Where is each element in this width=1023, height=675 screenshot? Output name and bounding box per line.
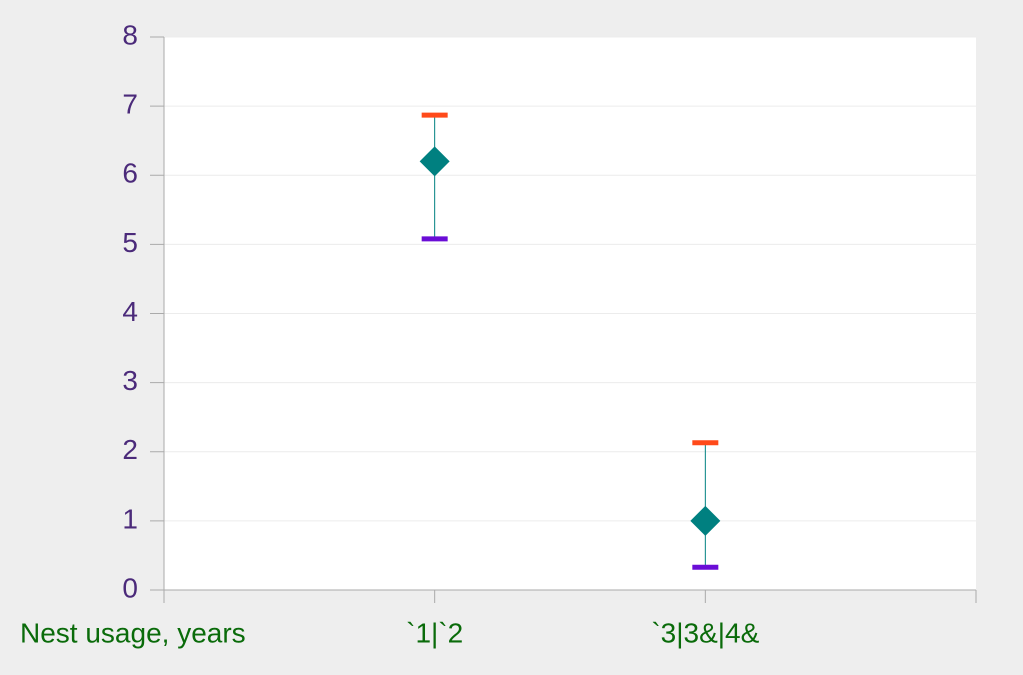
y-tick-label: 7 [122,89,138,120]
y-tick-label: 8 [122,19,138,50]
y-tick-label: 6 [122,158,138,189]
y-tick-label: 2 [122,434,138,465]
y-tick-label: 5 [122,227,138,258]
x-tick-label: `3|3&|4& [651,617,759,648]
x-axis-label: Nest usage, years [20,617,246,648]
y-tick-label: 1 [122,503,138,534]
y-tick-label: 4 [122,296,138,327]
y-tick-label: 0 [122,572,138,603]
mean-marker [690,505,721,536]
x-tick-label: `1|`2 [406,617,463,648]
y-tick-label: 3 [122,365,138,396]
mean-marker [419,146,450,177]
